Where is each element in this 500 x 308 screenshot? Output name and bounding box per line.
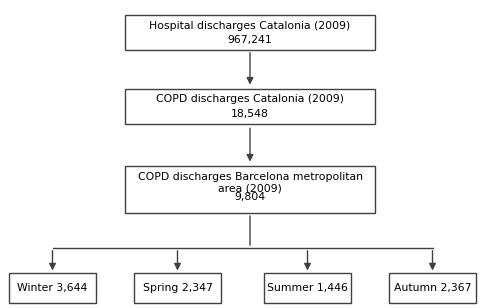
Text: Autumn 2,367: Autumn 2,367 (394, 283, 471, 293)
Text: 967,241: 967,241 (228, 35, 272, 45)
FancyBboxPatch shape (125, 14, 375, 50)
Text: COPD discharges Catalonia (2009): COPD discharges Catalonia (2009) (156, 95, 344, 104)
FancyBboxPatch shape (264, 274, 351, 302)
Text: COPD discharges Barcelona metropolitan
area (2009): COPD discharges Barcelona metropolitan a… (138, 172, 362, 193)
Text: Summer 1,446: Summer 1,446 (267, 283, 348, 293)
Text: Spring 2,347: Spring 2,347 (142, 283, 212, 293)
FancyBboxPatch shape (125, 88, 375, 124)
FancyBboxPatch shape (389, 274, 476, 302)
Text: Hospital discharges Catalonia (2009): Hospital discharges Catalonia (2009) (150, 21, 350, 30)
FancyBboxPatch shape (134, 274, 221, 302)
Text: Winter 3,644: Winter 3,644 (18, 283, 87, 293)
Text: 18,548: 18,548 (231, 109, 269, 119)
FancyBboxPatch shape (9, 274, 96, 302)
Text: 9,804: 9,804 (234, 192, 266, 202)
FancyBboxPatch shape (125, 165, 375, 213)
